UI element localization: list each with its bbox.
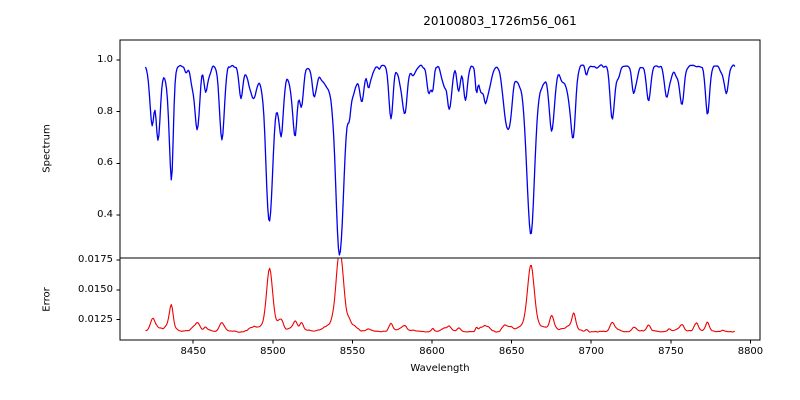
error-line: [145, 258, 736, 333]
x-tick-label: 8550: [339, 346, 366, 357]
x-tick-label: 8450: [180, 346, 206, 357]
spectrum-line: [144, 64, 736, 256]
spectrum-y-tick-label: 1.0: [97, 53, 113, 65]
x-tick-label: 8750: [658, 346, 684, 357]
plot-title-text: 20100803_1726m56_061: [423, 14, 577, 28]
error-axes: [119, 257, 761, 341]
spectrum-y-tick-label: 0.6: [97, 157, 113, 169]
spectrum-y-tick-label: 0.4: [97, 209, 113, 221]
x-tick-label: 8800: [737, 346, 764, 357]
error-y-tick-label: 0.0150: [78, 283, 113, 295]
x-tick-label: 8650: [498, 346, 525, 357]
x-axis-label: Wavelength: [410, 363, 470, 374]
spectrum-y-axis-label: Spectrum: [41, 124, 53, 173]
plot-title: 20100803_1726m56_061: [60, 14, 800, 28]
x-tick-label: 8700: [578, 346, 604, 357]
spectrum-y-tick-label: 0.8: [97, 105, 113, 117]
x-tick-label: 8500: [260, 346, 286, 357]
error-y-tick-label: 0.0175: [78, 254, 113, 266]
x-tick-label: 8600: [419, 346, 445, 357]
error-y-tick-label: 0.0125: [78, 313, 113, 325]
